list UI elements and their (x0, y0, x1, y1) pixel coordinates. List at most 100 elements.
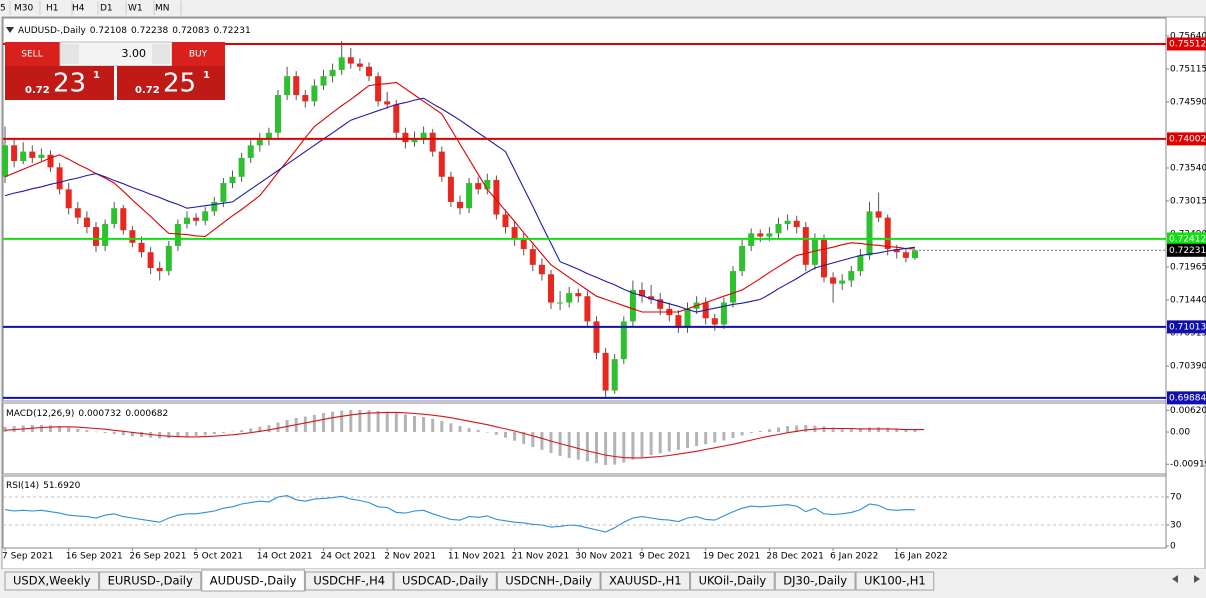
chart-tab[interactable] (4, 571, 100, 591)
candle-body (566, 293, 573, 303)
chart-tab[interactable] (774, 571, 856, 591)
candle-body (293, 76, 300, 96)
header-icon (6, 27, 14, 33)
y-tick-label: 30 (1170, 521, 1182, 531)
candle-body (65, 189, 72, 209)
volume-up[interactable] (152, 44, 170, 64)
x-tick-label: 6 Jan 2022 (830, 552, 878, 562)
candle-body (557, 302, 564, 304)
timeframe-button[interactable]: W1 (128, 4, 143, 14)
candle-body (457, 201, 463, 209)
chart-tab-label: AUDUSD-,Daily (210, 574, 297, 588)
candle-body (56, 167, 63, 190)
moving-average (4, 81, 916, 313)
macd-bar (804, 425, 808, 433)
candle-body (11, 145, 18, 162)
candle-body (338, 57, 345, 70)
candle-body (884, 217, 891, 250)
candle-body (275, 95, 281, 133)
macd-bar (140, 432, 143, 437)
macd-bar (831, 427, 835, 433)
macd-bar (85, 430, 89, 433)
macd-bar (194, 432, 198, 436)
sell-label: SELL (21, 50, 42, 60)
candle-body (83, 217, 90, 228)
macd-bar (695, 432, 699, 447)
tab-scroll-left[interactable] (1172, 575, 1178, 583)
macd-bar (895, 428, 899, 433)
x-tick-label: 21 Nov 2021 (512, 552, 570, 562)
ohlc-value: 0.72238 (131, 26, 168, 36)
chart-tab-label: USDX,Weekly (13, 574, 91, 588)
chart-tab[interactable] (855, 571, 935, 591)
macd-bar (686, 432, 689, 449)
candle-body (484, 179, 491, 190)
macd-bar (913, 429, 917, 433)
chart-tab[interactable] (600, 571, 691, 591)
macd-bar (877, 427, 881, 433)
y-tick-label: 0.75640 (1170, 31, 1206, 41)
candle-body (438, 151, 445, 177)
candle-body (247, 145, 254, 158)
candle-body (393, 104, 400, 133)
candle-body (256, 139, 263, 146)
sell-price-box[interactable] (5, 66, 114, 100)
macd-bar (167, 432, 171, 438)
level-label-box (1167, 232, 1206, 246)
candle-body (620, 321, 627, 360)
chart-tab[interactable] (99, 571, 202, 591)
chart-tab[interactable] (304, 571, 394, 591)
timeframe-button[interactable]: H4 (72, 4, 85, 14)
macd-bar (658, 432, 662, 454)
chart-tab[interactable] (496, 571, 601, 591)
price-label: 0.72231 (1169, 246, 1206, 256)
buy-button[interactable] (172, 42, 225, 66)
candle-body (129, 230, 136, 243)
timeframe-button[interactable]: M30 (14, 4, 33, 14)
candle-body (711, 318, 718, 325)
macd-bar (340, 410, 344, 433)
candle-body (402, 132, 409, 143)
chart-tab[interactable] (690, 571, 775, 591)
timeframe-button[interactable]: H1 (46, 4, 59, 14)
macd-bar (795, 425, 799, 433)
indicator-name: RSI(14) (6, 481, 39, 491)
tab-scroll-right[interactable] (1194, 575, 1200, 583)
macd-bar (513, 432, 517, 441)
signal-line (4, 411, 925, 459)
macd-bar (758, 430, 762, 433)
macd-bar (704, 432, 708, 445)
indicator-name: MACD(12,26,9) (6, 409, 74, 419)
timeframe-button[interactable]: 5 (0, 4, 6, 14)
candle-body (502, 214, 509, 228)
chart-tab[interactable] (201, 569, 305, 592)
timeframe-button[interactable]: MN (155, 4, 170, 14)
chart-tab-label: USDCNH-,Daily (505, 574, 592, 588)
sell-price-point: 1 (93, 70, 100, 81)
macd-bar (431, 418, 435, 433)
macd-bar (840, 428, 844, 433)
ohlc-value: 0.72108 (90, 26, 127, 36)
macd-bar (622, 432, 626, 463)
chart-tab-label: EURUSD-,Daily (108, 574, 193, 588)
volume-down[interactable] (61, 44, 79, 64)
chart-tab[interactable] (393, 571, 497, 591)
macd-bar (458, 426, 462, 433)
timeframe-button[interactable]: D1 (100, 4, 113, 14)
chart-tab-label: DJ30-,Daily (783, 574, 847, 588)
macd-bar (531, 432, 535, 448)
candle-body (575, 293, 582, 297)
ohlc-value: 0.72231 (213, 26, 250, 36)
macd-bar (749, 432, 753, 434)
x-tick-label: 7 Sep 2021 (2, 552, 53, 562)
buy-price-box[interactable] (117, 66, 225, 100)
candle-body (138, 242, 145, 253)
candle-body (74, 208, 81, 218)
chart-tab-label: UK100-,H1 (864, 574, 926, 588)
candle-body (648, 296, 655, 300)
sell-button[interactable] (5, 42, 60, 66)
macd-bar (385, 411, 389, 433)
macd-bar (613, 432, 617, 465)
